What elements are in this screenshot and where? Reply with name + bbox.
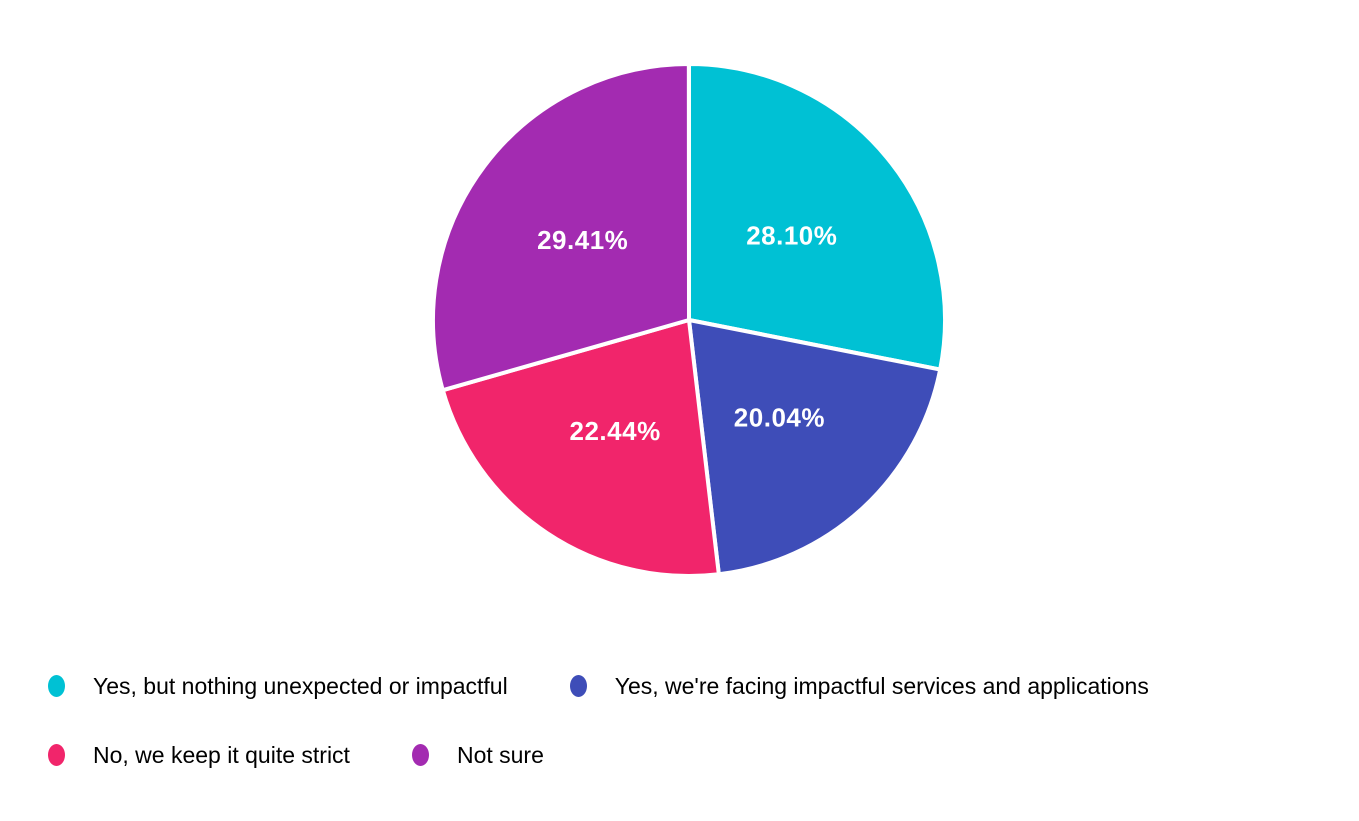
legend-label: No, we keep it quite strict xyxy=(93,742,350,768)
slice-percent-label: 29.41% xyxy=(537,225,628,255)
chart-legend: Yes, but nothing unexpected or impactful… xyxy=(48,674,1149,767)
legend-swatch-icon xyxy=(411,744,429,766)
slice-percent-label: 28.10% xyxy=(746,221,837,251)
legend-swatch-icon xyxy=(48,744,65,766)
legend-label: Not sure xyxy=(456,742,544,768)
legend-label: Yes, we're facing impactful services and… xyxy=(614,673,1149,699)
pie-slice-0[interactable] xyxy=(687,62,947,372)
legend-swatch-icon xyxy=(48,675,65,697)
pie-slice-2[interactable] xyxy=(440,318,721,578)
legend-item-1[interactable]: Yes, we're facing impactful services and… xyxy=(569,673,1149,699)
legend-swatch-icon xyxy=(569,675,587,697)
legend-item-3[interactable]: Not sure xyxy=(411,742,544,768)
slice-percent-label: 22.44% xyxy=(570,416,661,446)
pie-chart: 28.10% 20.04% 22.44% 29.41% xyxy=(431,62,947,578)
pie-slice-3[interactable] xyxy=(431,62,691,393)
pie-slice-1[interactable] xyxy=(687,318,943,577)
legend-row: No, we keep it quite strict Not sure xyxy=(48,743,1149,767)
legend-row: Yes, but nothing unexpected or impactful… xyxy=(48,674,1149,698)
legend-item-0[interactable]: Yes, but nothing unexpected or impactful xyxy=(48,674,508,698)
slice-percent-label: 20.04% xyxy=(734,403,825,433)
legend-label: Yes, but nothing unexpected or impactful xyxy=(93,673,508,699)
legend-item-2[interactable]: No, we keep it quite strict xyxy=(48,743,350,767)
